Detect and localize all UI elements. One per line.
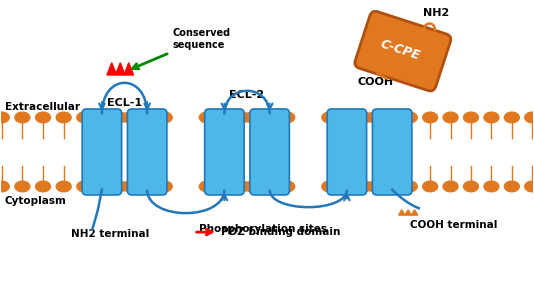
Text: NH2: NH2 — [423, 8, 449, 18]
Ellipse shape — [505, 112, 519, 123]
Ellipse shape — [357, 112, 372, 123]
Ellipse shape — [505, 181, 519, 192]
Ellipse shape — [423, 112, 438, 123]
Ellipse shape — [234, 181, 249, 192]
Ellipse shape — [443, 181, 458, 192]
Polygon shape — [107, 63, 116, 75]
Text: PDZ binding domain: PDZ binding domain — [222, 227, 341, 237]
FancyBboxPatch shape — [82, 109, 122, 195]
Ellipse shape — [0, 181, 9, 192]
Ellipse shape — [199, 181, 214, 192]
FancyBboxPatch shape — [355, 11, 451, 91]
Ellipse shape — [464, 112, 478, 123]
Ellipse shape — [322, 181, 337, 192]
Ellipse shape — [112, 181, 127, 192]
Ellipse shape — [199, 112, 214, 123]
Ellipse shape — [245, 112, 260, 123]
Text: C-CPE: C-CPE — [379, 37, 422, 62]
Ellipse shape — [322, 112, 337, 123]
Ellipse shape — [122, 181, 137, 192]
Polygon shape — [115, 63, 125, 75]
Text: Cytoplasm: Cytoplasm — [5, 196, 67, 206]
Ellipse shape — [158, 181, 172, 192]
Ellipse shape — [158, 112, 172, 123]
Ellipse shape — [0, 112, 9, 123]
Text: ECL-2: ECL-2 — [230, 90, 264, 101]
Ellipse shape — [525, 181, 534, 192]
Text: ECL-1: ECL-1 — [107, 98, 142, 108]
Ellipse shape — [122, 112, 137, 123]
FancyBboxPatch shape — [327, 109, 367, 195]
FancyBboxPatch shape — [205, 109, 244, 195]
Ellipse shape — [280, 112, 295, 123]
Ellipse shape — [245, 181, 260, 192]
Ellipse shape — [423, 181, 438, 192]
Ellipse shape — [464, 181, 478, 192]
Text: COOH terminal: COOH terminal — [410, 220, 497, 230]
Text: Conserved
sequence: Conserved sequence — [172, 29, 231, 50]
Ellipse shape — [402, 181, 417, 192]
Ellipse shape — [56, 181, 71, 192]
Ellipse shape — [15, 181, 30, 192]
Ellipse shape — [15, 112, 30, 123]
Ellipse shape — [77, 112, 92, 123]
Text: Phosphorylation sites: Phosphorylation sites — [199, 223, 327, 234]
Polygon shape — [405, 210, 411, 215]
Ellipse shape — [36, 181, 51, 192]
Ellipse shape — [367, 112, 382, 123]
Polygon shape — [124, 63, 134, 75]
Text: NH2 terminal: NH2 terminal — [70, 229, 149, 239]
Ellipse shape — [443, 112, 458, 123]
Ellipse shape — [280, 181, 295, 192]
Ellipse shape — [525, 112, 534, 123]
FancyBboxPatch shape — [128, 109, 167, 195]
Ellipse shape — [56, 112, 71, 123]
FancyBboxPatch shape — [372, 109, 412, 195]
Ellipse shape — [484, 181, 499, 192]
Ellipse shape — [367, 181, 382, 192]
Text: Extracellular: Extracellular — [5, 102, 80, 112]
Ellipse shape — [357, 181, 372, 192]
Ellipse shape — [234, 112, 249, 123]
Ellipse shape — [36, 112, 51, 123]
Polygon shape — [411, 210, 418, 215]
Ellipse shape — [112, 112, 127, 123]
Polygon shape — [398, 210, 405, 215]
Ellipse shape — [77, 181, 92, 192]
FancyBboxPatch shape — [250, 109, 289, 195]
Ellipse shape — [402, 112, 417, 123]
Ellipse shape — [484, 112, 499, 123]
Text: COOH: COOH — [357, 77, 393, 87]
